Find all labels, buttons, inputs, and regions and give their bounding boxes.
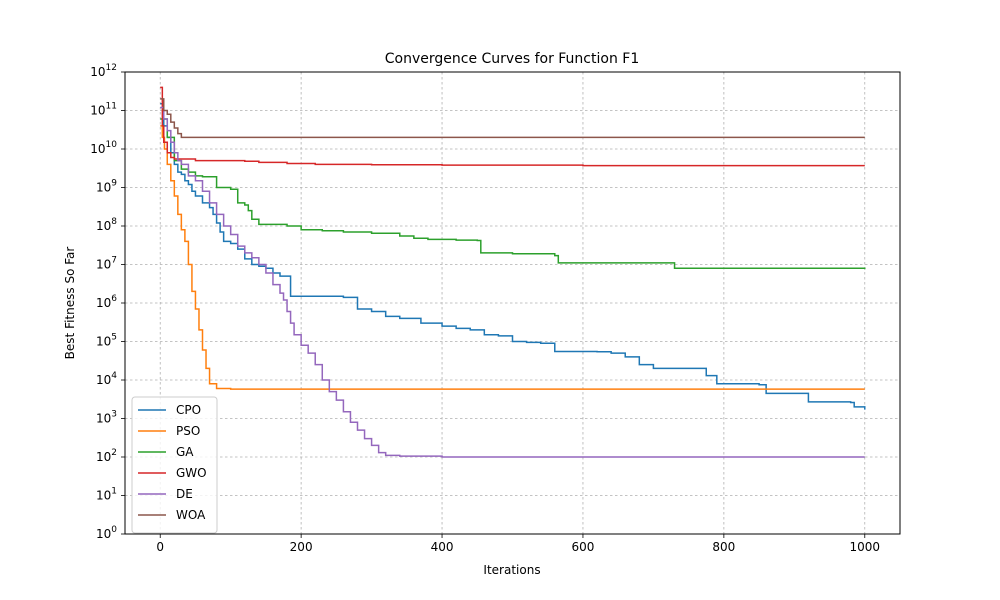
- y-tick-label: 1011: [90, 102, 117, 118]
- series-line-pso: [160, 125, 865, 390]
- legend: CPO PSO GA GWO DE WOA: [131, 396, 218, 534]
- y-tick-label: 1012: [90, 63, 117, 79]
- y-tick-label: 108: [96, 217, 117, 233]
- series-line-woa: [160, 98, 865, 139]
- x-tick-label: 1000: [849, 540, 880, 554]
- y-tick-label: 106: [96, 294, 117, 310]
- x-tick-label: 600: [572, 540, 595, 554]
- y-tick-label: 104: [96, 371, 117, 387]
- series-lines: [160, 86, 866, 458]
- series-line-de: [160, 106, 865, 458]
- legend-label: GA: [176, 445, 194, 459]
- legend-label: DE: [176, 487, 193, 501]
- x-tick-label: 800: [712, 540, 735, 554]
- y-axis-label: Best Fitness So Far: [63, 247, 77, 360]
- y-tick-label: 1010: [90, 140, 117, 156]
- x-tick-label: 200: [290, 540, 313, 554]
- y-tick-label: 101: [96, 487, 117, 503]
- y-tick-label: 102: [96, 448, 117, 464]
- x-tick-label: 0: [156, 540, 164, 554]
- series-line-gwo: [160, 86, 865, 167]
- series-line-ga: [160, 118, 866, 270]
- x-axis-label: Iterations: [483, 563, 540, 577]
- y-tick-label: 107: [96, 256, 117, 272]
- legend-label: GWO: [176, 466, 207, 480]
- legend-label: PSO: [176, 424, 200, 438]
- legend-label: WOA: [176, 508, 206, 522]
- x-tick-label: 400: [431, 540, 454, 554]
- y-tick-label: 105: [96, 333, 117, 349]
- series-line-cpo: [160, 102, 866, 410]
- y-tick-label: 103: [96, 410, 117, 426]
- legend-label: CPO: [176, 403, 201, 417]
- axis-ticks: 0 200 400 600 800 1000 100 101 102 103 104 105 106 10…: [90, 63, 880, 554]
- y-tick-label: 100: [96, 525, 117, 541]
- chart-title: Convergence Curves for Function F1: [385, 51, 639, 67]
- y-tick-label: 109: [96, 179, 117, 195]
